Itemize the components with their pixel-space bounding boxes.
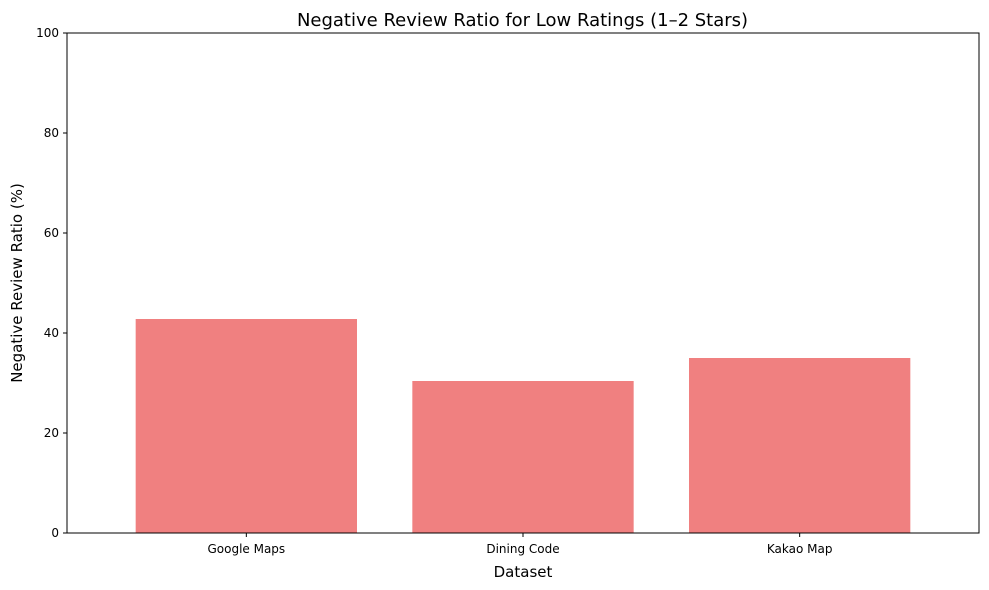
bar-google-maps xyxy=(135,319,357,533)
y-tick-label: 80 xyxy=(44,126,59,140)
x-axis-label: Dataset xyxy=(494,563,553,581)
x-tick-label: Google Maps xyxy=(207,542,285,556)
bar-kakao-map xyxy=(689,358,911,533)
y-axis-ticks: 0 20 40 60 80 100 xyxy=(36,26,67,540)
y-tick-label: 100 xyxy=(36,26,59,40)
y-tick-label: 0 xyxy=(51,526,59,540)
bar-dining-code xyxy=(412,381,634,533)
x-tick-label: Kakao Map xyxy=(767,542,833,556)
chart-title: Negative Review Ratio for Low Ratings (1… xyxy=(297,10,748,31)
y-tick-label: 20 xyxy=(44,426,59,440)
bars-group xyxy=(135,319,911,533)
x-axis-ticks: Google Maps Dining Code Kakao Map xyxy=(207,533,832,556)
x-tick-label: Dining Code xyxy=(486,542,559,556)
plot-area: 0 20 40 60 80 100 Google Maps Dining Code Kakao… xyxy=(36,26,980,556)
y-axis-label: Negative Review Ratio (%) xyxy=(8,183,26,383)
y-tick-label: 40 xyxy=(44,326,59,340)
y-tick-label: 60 xyxy=(44,226,59,240)
